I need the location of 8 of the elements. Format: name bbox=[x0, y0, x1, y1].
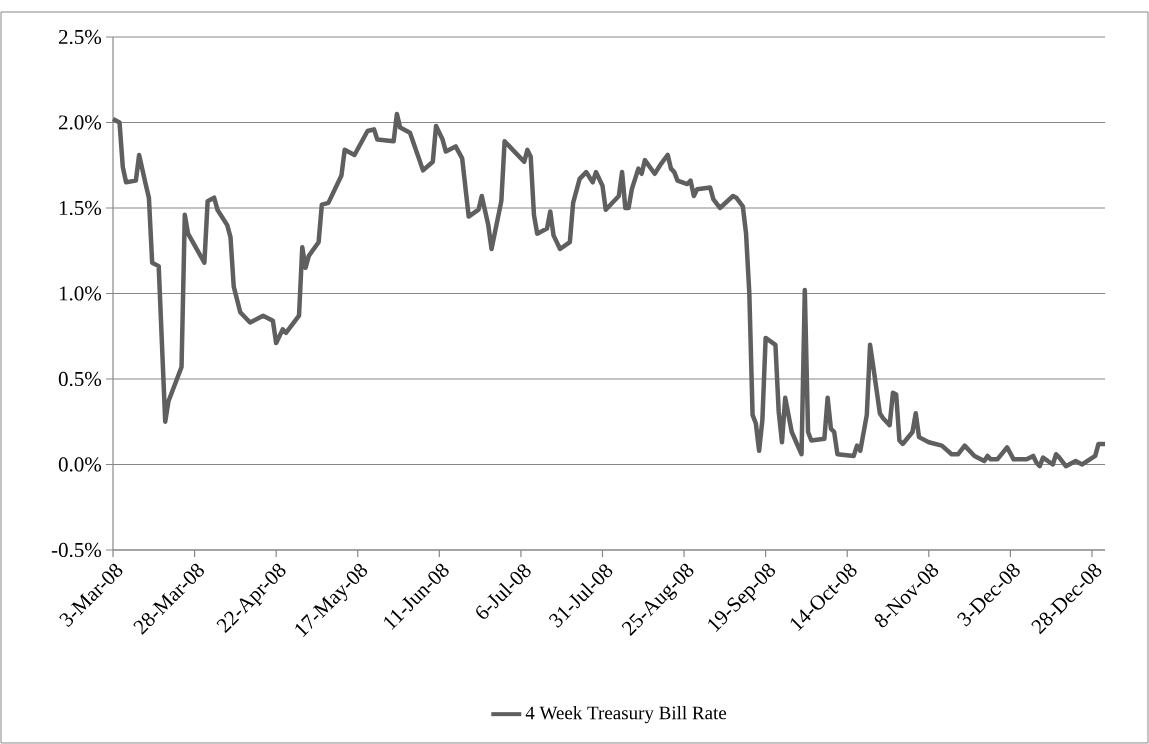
y-tick-label: 0.0% bbox=[58, 457, 102, 472]
y-tick-label: 1.5% bbox=[59, 200, 102, 216]
y-tick-label: 2.5% bbox=[58, 29, 102, 45]
y-tick-label: 0.5% bbox=[58, 371, 102, 387]
y-tick-label: 1.0% bbox=[59, 286, 102, 301]
y-tick-label: 2.0% bbox=[58, 115, 102, 130]
legend-label: 4 Week Treasury Bill Rate bbox=[525, 705, 727, 724]
y-tick-label: -0.5% bbox=[51, 542, 102, 558]
